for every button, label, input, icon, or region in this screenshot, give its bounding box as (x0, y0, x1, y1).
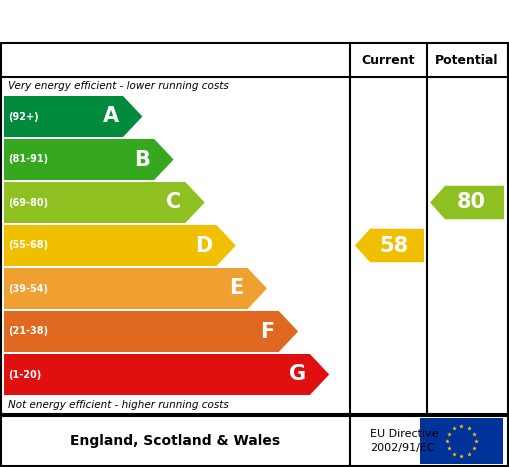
Text: (92+): (92+) (8, 112, 39, 121)
Text: Not energy efficient - higher running costs: Not energy efficient - higher running co… (8, 400, 229, 410)
Text: (39-54): (39-54) (8, 283, 48, 293)
Text: D: D (195, 235, 212, 255)
Polygon shape (4, 311, 298, 352)
Polygon shape (4, 354, 329, 395)
Text: C: C (166, 192, 181, 212)
Text: (1-20): (1-20) (8, 369, 41, 380)
Text: (81-91): (81-91) (8, 155, 48, 164)
Polygon shape (4, 96, 143, 137)
Text: F: F (261, 321, 275, 341)
Text: England, Scotland & Wales: England, Scotland & Wales (70, 434, 280, 448)
Polygon shape (4, 139, 174, 180)
Text: EU Directive
2002/91/EC: EU Directive 2002/91/EC (370, 429, 439, 453)
Polygon shape (4, 182, 205, 223)
Text: 58: 58 (380, 235, 409, 255)
Text: B: B (134, 149, 150, 170)
Text: Current: Current (362, 54, 415, 66)
Text: G: G (289, 365, 306, 384)
Text: (55-68): (55-68) (8, 241, 48, 250)
Text: Potential: Potential (435, 54, 499, 66)
Polygon shape (4, 268, 267, 309)
Text: (21-38): (21-38) (8, 326, 48, 337)
Text: A: A (103, 106, 119, 127)
Polygon shape (430, 186, 504, 219)
Text: E: E (230, 278, 244, 298)
Bar (420, 418, 503, 464)
Text: 80: 80 (457, 192, 486, 212)
Text: Very energy efficient - lower running costs: Very energy efficient - lower running co… (8, 81, 229, 91)
Polygon shape (4, 225, 236, 266)
Text: Energy Efficiency Rating: Energy Efficiency Rating (8, 11, 296, 31)
Text: (69-80): (69-80) (8, 198, 48, 207)
Polygon shape (355, 229, 424, 262)
